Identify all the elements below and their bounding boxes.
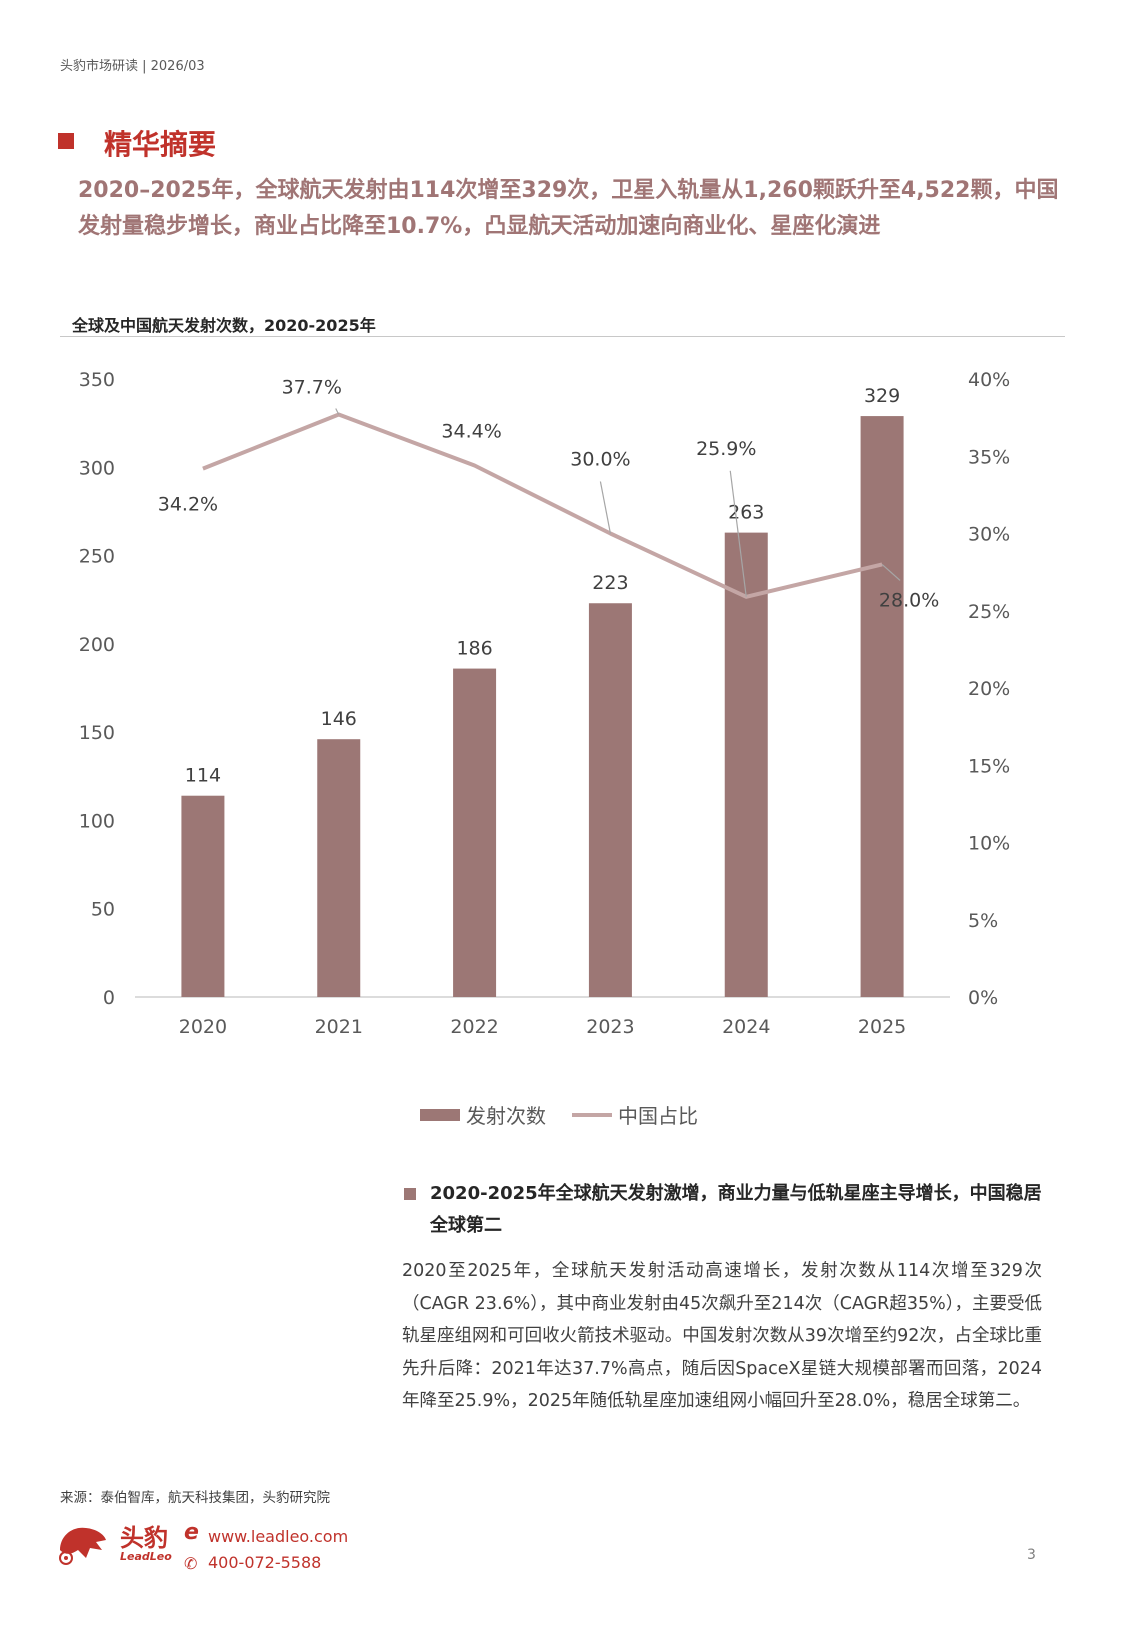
phone-icon: ✆ xyxy=(184,1554,198,1573)
bar-data-label: 329 xyxy=(864,385,900,407)
bar xyxy=(860,416,904,997)
brand-subname: LeadLeo xyxy=(120,1550,172,1563)
left-axis-tick-label: 150 xyxy=(79,722,115,744)
chart-title: 全球及中国航天发射次数，2020-2025年 xyxy=(72,316,376,335)
right-axis-tick-label: 25% xyxy=(968,601,1010,623)
line-label-leader xyxy=(599,481,612,534)
right-axis-tick-label: 20% xyxy=(968,678,1010,700)
right-axis-tick-label: 10% xyxy=(968,833,1010,855)
x-axis-tick-label: 2022 xyxy=(450,1016,498,1038)
legend-bar-label: 发射次数 xyxy=(466,1104,546,1128)
legend-line-swatch xyxy=(572,1112,612,1117)
chart-legend: 发射次数 中国占比 xyxy=(420,1100,698,1129)
key-point-body: 2020至2025年，全球航天发射活动高速增长，发射次数从114次增至329次（… xyxy=(402,1261,1042,1411)
left-axis-tick-label: 300 xyxy=(79,457,115,479)
line-data-label: 37.7% xyxy=(282,377,342,399)
brand-name: 头豹 xyxy=(120,1524,168,1552)
bar xyxy=(724,532,768,997)
header-label: 头豹市场研读 | 2026/03 xyxy=(60,59,205,74)
right-axis-tick-label: 0% xyxy=(968,987,998,1009)
left-axis-tick-label: 50 xyxy=(91,899,115,921)
left-axis-tick-label: 100 xyxy=(79,810,115,832)
source-note: 来源：泰伯智库，航天科技集团，头豹研究院 xyxy=(60,1490,330,1506)
line-label-leader xyxy=(729,470,747,597)
bar-data-label: 223 xyxy=(592,572,628,594)
x-axis-tick-label: 2020 xyxy=(179,1016,227,1038)
x-axis-tick-label: 2024 xyxy=(722,1016,770,1038)
website-link[interactable]: www.leadleo.com xyxy=(208,1527,349,1546)
bar-data-label: 263 xyxy=(728,502,764,524)
line-data-label: 30.0% xyxy=(570,449,630,471)
left-axis-tick-label: 200 xyxy=(79,634,115,656)
bar xyxy=(181,795,225,997)
bar xyxy=(588,603,632,997)
chart-title-rule xyxy=(60,336,1065,337)
x-axis-tick-label: 2023 xyxy=(586,1016,634,1038)
line-data-label: 34.2% xyxy=(158,494,218,516)
right-axis-tick-label: 35% xyxy=(968,446,1010,468)
line-label-leader xyxy=(881,563,901,581)
right-axis-tick-label: 30% xyxy=(968,524,1010,546)
left-axis-tick-label: 250 xyxy=(79,546,115,568)
bar xyxy=(317,739,361,997)
bar xyxy=(453,668,497,997)
launch-chart: 0 50 100 150 200 250 300 350 0% 5% 10% 15% 20% 25% 30%… xyxy=(79,369,1011,1038)
web-icon: e xyxy=(184,1520,199,1545)
x-axis-tick-label: 2021 xyxy=(315,1016,363,1038)
china-share-line xyxy=(202,412,883,599)
headline: 2020–2025年，全球航天发射由114次增至329次，卫星入轨量从1,260… xyxy=(78,178,1059,239)
page-number: 3 xyxy=(1027,1547,1036,1563)
section-title: 精华摘要 xyxy=(104,128,217,161)
right-axis-tick-label: 5% xyxy=(968,910,998,932)
line-data-label: 34.4% xyxy=(441,421,501,443)
key-point-title: 2020-2025年全球航天发射激增，商业力量与低轨星座主导增长，中国稳居全球第… xyxy=(430,1183,1042,1236)
line-data-label: 28.0% xyxy=(879,589,939,611)
legend-line-label: 中国占比 xyxy=(618,1104,698,1128)
line-data-label: 25.9% xyxy=(696,438,756,460)
key-point-marker xyxy=(404,1188,416,1200)
right-axis-tick-label: 40% xyxy=(968,369,1010,391)
bar-data-label: 186 xyxy=(456,638,492,660)
section-marker xyxy=(58,133,74,149)
right-axis-tick-label: 15% xyxy=(968,755,1010,777)
left-axis-tick-label: 0 xyxy=(103,987,115,1009)
line-label-leader xyxy=(335,408,340,415)
legend-bar-swatch xyxy=(420,1108,460,1121)
bar-data-label: 146 xyxy=(321,708,357,730)
leadleo-logo-icon xyxy=(59,1527,106,1565)
phone-number: 400-072-5588 xyxy=(208,1553,322,1572)
x-axis-tick-label: 2025 xyxy=(858,1016,906,1038)
left-axis-tick-label: 350 xyxy=(79,369,115,391)
bar-data-label: 114 xyxy=(185,765,221,787)
